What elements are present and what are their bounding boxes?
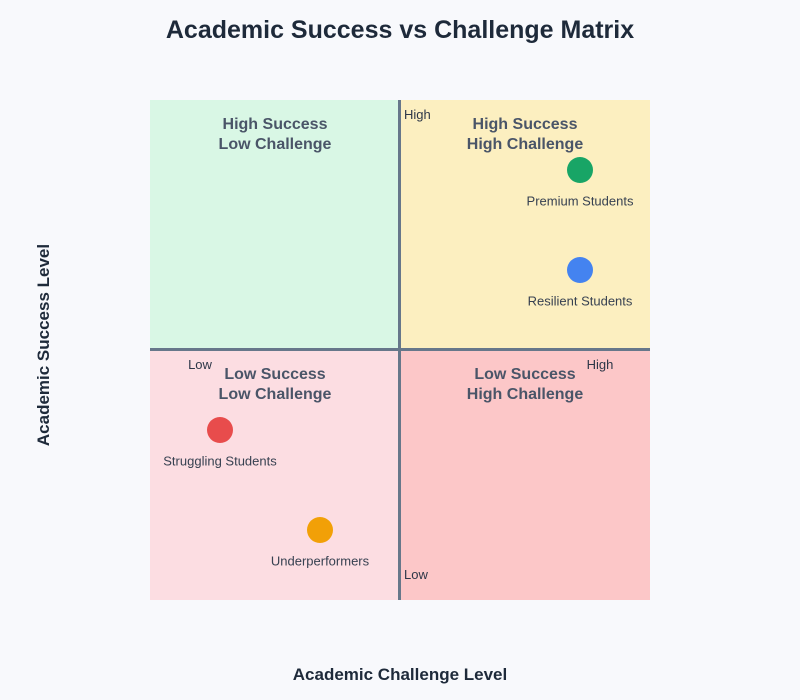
- data-point-label: Premium Students: [526, 193, 634, 209]
- data-point-dot: [207, 417, 233, 443]
- x-axis-title: Academic Challenge Level: [292, 665, 508, 684]
- quadrant-label-line2: High Challenge: [466, 386, 584, 403]
- quadrant-label-line2: Low Challenge: [218, 386, 332, 403]
- quadrant-label: Low Success Low Challenge: [150, 365, 400, 405]
- quadrant-high-success-high-challenge: High Success High Challenge: [400, 100, 650, 350]
- quadrant-label-line1: Low Success: [474, 366, 576, 383]
- quadrant-label-line1: High Success: [472, 116, 578, 133]
- page-title: Academic Success vs Challenge Matrix: [165, 16, 635, 44]
- data-point-label: Resilient Students: [527, 293, 633, 309]
- data-point-dot: [567, 157, 593, 183]
- quadrant-low-success-low-challenge: Low Success Low Challenge: [150, 350, 400, 600]
- y-axis-title: Academic Success Level: [34, 243, 53, 447]
- quadrant-label-line2: High Challenge: [466, 136, 584, 153]
- quadrant-label-line1: Low Success: [224, 366, 326, 383]
- quadrant-label: Low Success High Challenge: [400, 365, 650, 405]
- x-axis-high-tick: High: [586, 357, 614, 372]
- x-axis-low-tick: Low: [188, 357, 212, 372]
- data-point-label: Underperformers: [270, 553, 370, 569]
- quadrant-low-success-high-challenge: Low Success High Challenge: [400, 350, 650, 600]
- quadrant-label: High Success Low Challenge: [150, 115, 400, 155]
- quadrant-label-line1: High Success: [222, 116, 328, 133]
- quadrant-label-line2: Low Challenge: [218, 136, 332, 153]
- points-layer: Premium Students Resilient Students Strugg…: [150, 100, 650, 600]
- data-point-dot: [567, 257, 593, 283]
- x-axis-line: [150, 348, 650, 351]
- data-point-label: Struggling Students: [163, 453, 277, 469]
- quadrant-label: High Success High Challenge: [400, 115, 650, 155]
- data-point-dot: [307, 517, 333, 543]
- quadrant-high-success-low-challenge: High Success Low Challenge: [150, 100, 400, 350]
- y-axis-low-tick: Low: [404, 567, 428, 582]
- quadrant-chart: High Success Low Challenge High Success …: [150, 100, 650, 600]
- y-axis-high-tick: High: [404, 107, 431, 122]
